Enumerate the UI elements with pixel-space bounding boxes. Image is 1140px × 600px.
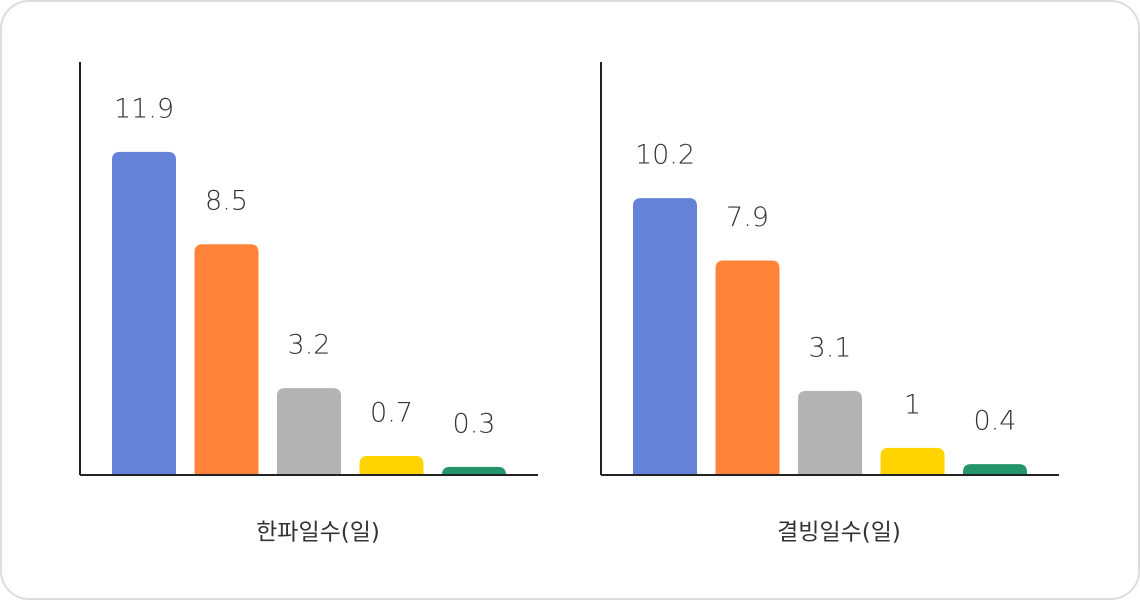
value-label: 1	[904, 389, 921, 420]
bar	[715, 260, 780, 475]
bar	[194, 244, 259, 475]
bar	[277, 388, 341, 475]
bar	[112, 151, 176, 476]
value-label: 0.7	[370, 397, 413, 428]
value-label: 8.5	[205, 186, 248, 217]
bar	[880, 447, 945, 475]
bar	[963, 464, 1027, 475]
x-axis-label: 결빙일수(일)	[777, 520, 901, 546]
value-label: 0.3	[453, 408, 496, 439]
bar	[633, 198, 697, 475]
bar	[798, 390, 862, 475]
value-label: 3.1	[809, 332, 852, 363]
bar	[442, 466, 506, 475]
value-label: 0.4	[974, 406, 1017, 437]
value-label: 7.9	[726, 202, 769, 233]
x-axis-label: 한파일수(일)	[256, 520, 380, 546]
value-label: 3.2	[288, 330, 331, 361]
value-label: 11.9	[114, 93, 174, 124]
bar	[359, 455, 424, 475]
value-label: 10.2	[635, 140, 695, 171]
